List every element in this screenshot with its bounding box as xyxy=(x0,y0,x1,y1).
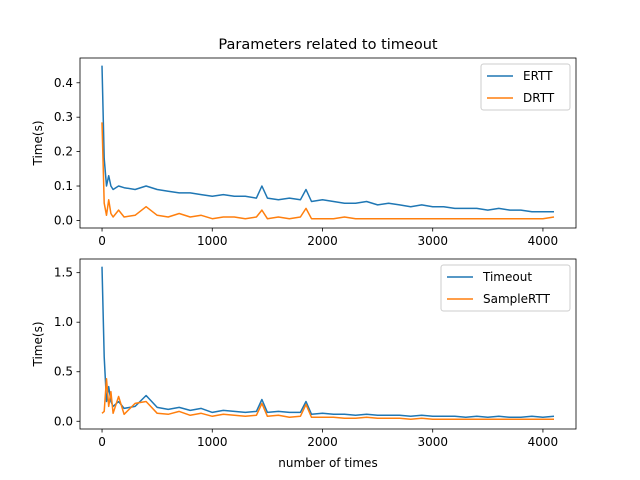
legend-box xyxy=(440,264,571,312)
x-tick-label: 1000 xyxy=(197,435,228,449)
x-tick-label: 4000 xyxy=(528,234,559,248)
y-tick-label: 0.0 xyxy=(54,414,73,428)
y-tick-label: 0.4 xyxy=(54,76,73,90)
y-axis-label: Time(s) xyxy=(31,322,45,368)
x-tick-label: 0 xyxy=(98,234,106,248)
y-tick-label: 0.1 xyxy=(54,179,73,193)
series-line-timeout xyxy=(101,266,555,419)
series-line-samplertt xyxy=(101,377,554,421)
legend-label: DRTT xyxy=(523,91,555,105)
y-tick-label: 1.5 xyxy=(54,266,73,280)
x-tick-label: 2000 xyxy=(307,234,338,248)
x-tick-label: 3000 xyxy=(417,234,448,248)
y-tick-label: 0.0 xyxy=(54,213,73,227)
series-line-ertt xyxy=(101,65,554,213)
y-axis-label: Time(s) xyxy=(31,121,45,167)
x-tick-label: 2000 xyxy=(307,435,338,449)
x-tick-label: 1000 xyxy=(197,234,228,248)
series-line-drtt xyxy=(101,122,555,220)
legend-label: SampleRTT xyxy=(483,292,551,306)
x-axis-label: number of times xyxy=(278,456,377,470)
y-tick-label: 1.0 xyxy=(54,315,73,329)
legend: Timeout SampleRTT xyxy=(440,264,571,312)
y-tick-label: 0.2 xyxy=(54,145,73,159)
legend: ERTT DRTT xyxy=(480,63,571,111)
chart-panel-bottom: 0 1000 2000 3000 4000 0.0 0.5 1.0 1.5 Time(s) Time… xyxy=(31,258,577,449)
y-tick-label: 0.3 xyxy=(54,110,73,124)
y-tick-label: 0.5 xyxy=(54,365,73,379)
x-tick-label: 0 xyxy=(98,435,106,449)
chart-title: Parameters related to timeout xyxy=(218,37,437,53)
legend-label: ERTT xyxy=(523,69,553,83)
chart-panel-top: 0 1000 2000 3000 4000 0.0 0.1 0.2 0.3 0.4 Time(s) E… xyxy=(31,57,577,248)
legend-label: Timeout xyxy=(482,270,532,284)
x-tick-label: 3000 xyxy=(417,435,448,449)
x-tick-label: 4000 xyxy=(528,435,559,449)
